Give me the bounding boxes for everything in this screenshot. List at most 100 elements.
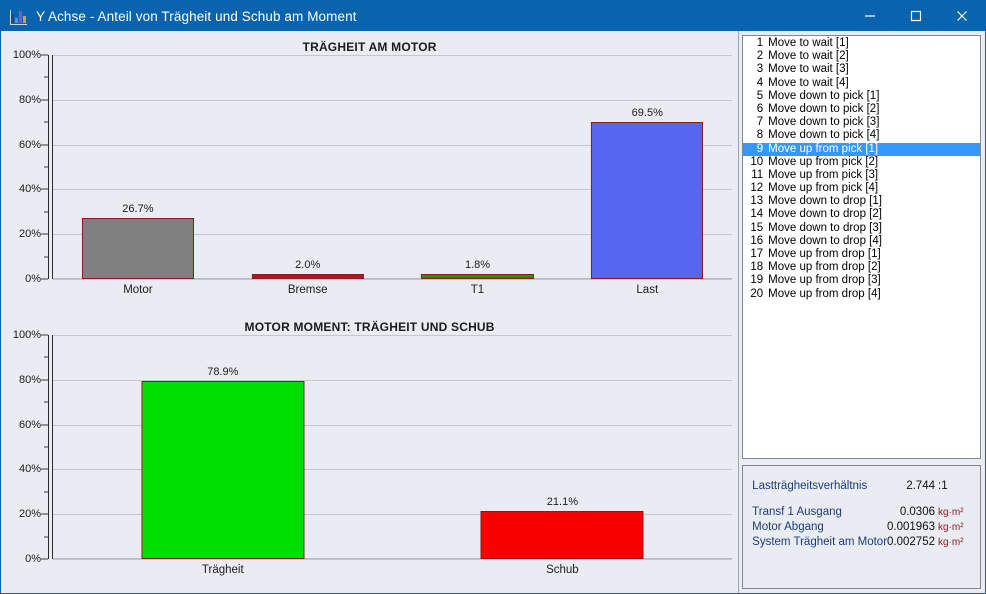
y-tick-label: 60% [18,418,41,431]
y-tick-major [41,188,48,190]
list-item-label: Move up from pick [4] [768,182,879,195]
gridline [53,335,733,336]
list-item[interactable]: 4 Move to wait [4] [743,77,980,90]
bar[interactable] [591,122,704,279]
bar-slot: 69.5% [562,55,732,279]
y-axis: 0% 20% 40% 60% 80% 100% [1,329,48,565]
info-row: Motor Abgang 0.001963 kg·m² [752,521,972,533]
side-pane: 1 Move to wait [1] 2 Move to wait [2] 3 Move … [739,31,985,593]
y-tick-label: 80% [18,373,41,386]
list-item[interactable]: 20 Move up from drop [4] [743,288,980,301]
x-axis-label: Trägheit [201,564,244,576]
y-tick-minor [44,76,48,78]
gridline [53,559,733,560]
y-axis-line-outer [48,55,49,279]
bar-chart-icon [10,7,28,25]
y-tick-minor [44,491,48,493]
bar[interactable] [480,510,644,559]
y-tick-major [41,334,48,336]
list-item[interactable]: 10 Move up from pick [2] [743,156,980,169]
list-item[interactable]: 19 Move up from drop [3] [743,274,980,287]
y-tick-major [41,468,48,470]
y-tick-major [41,558,48,560]
y-axis-line-inner [52,55,53,279]
gridline [53,55,733,56]
y-tick-major [41,379,48,381]
list-item-number: 2 [756,50,764,63]
list-item[interactable]: 3 Move to wait [3] [743,63,980,76]
plot-area: 78.9% 21.1% [53,335,733,560]
window-controls [847,1,985,31]
list-item[interactable]: 18 Move up from drop [2] [743,261,980,274]
minimize-button[interactable] [847,1,893,31]
bar[interactable] [421,273,534,279]
info-unit: kg·m² [938,522,964,533]
list-item[interactable]: 14 Move down to drop [2] [743,208,980,221]
y-tick-major [41,513,48,515]
window-title: Y Achse - Anteil von Trägheit und Schub … [36,8,357,24]
info-row: Lastträgheitsverhältnis 2.744:1 [752,480,972,492]
list-item[interactable]: 6 Move down to pick [2] [743,103,980,116]
list-item[interactable]: 16 Move down to drop [4] [743,235,980,248]
gridline [53,469,733,471]
plot-area: 26.7% 2.0% 1.8% 69.5% [53,55,733,280]
list-item-label: Move down to drop [3] [768,221,882,234]
list-item[interactable]: 11 Move up from pick [3] [743,169,980,182]
y-tick-minor [44,256,48,258]
list-item-number: 9 [756,142,764,155]
bar[interactable] [81,218,194,279]
bar-value-label: 2.0% [295,258,321,271]
list-item-label: Move down to drop [2] [768,208,882,221]
bar-slot: 26.7% [53,55,223,279]
info-value: 0.002752 [887,536,935,548]
baseline [53,558,733,559]
y-tick-major [41,54,48,56]
y-tick-major [41,424,48,426]
list-item[interactable]: 1 Move to wait [1] [743,37,980,50]
list-item-label: Move down to pick [2] [768,102,880,115]
list-item[interactable]: 17 Move up from drop [1] [743,248,980,261]
list-item-number: 10 [750,155,764,168]
list-item[interactable]: 8 Move down to pick [4] [743,129,980,142]
close-button[interactable] [939,1,985,31]
list-item[interactable]: 12 Move up from pick [4] [743,182,980,195]
info-row: System Trägheit am Motor 0.002752 kg·m² [752,536,972,548]
y-tick-label: 100% [12,329,41,341]
list-item-label: Move up from drop [2] [768,261,881,274]
list-item-number: 14 [750,208,764,221]
info-unit: :1 [938,480,948,492]
list-item-number: 1 [756,37,764,49]
x-axis-label: T1 [470,284,485,296]
bar-value-label: 78.9% [207,366,239,379]
y-tick-label: 60% [18,138,41,151]
list-item[interactable]: 9 Move up from pick [1] [743,142,980,156]
info-value: 0.0306 [899,506,935,518]
chart-traegheit-am-motor: TRÄGHEIT AM MOTOR 0% 20% 40% 60% 80% 100% 26.… [1,31,738,303]
list-item-label: Move down to drop [1] [768,195,882,208]
gridline [53,144,733,146]
y-axis-line-outer [48,335,49,559]
bar[interactable] [141,381,305,559]
list-item[interactable]: 5 Move down to pick [1] [743,90,980,103]
list-item[interactable]: 13 Move down to drop [1] [743,195,980,208]
x-axis-labels: Motor Bremse T1 Last [53,279,732,303]
list-item[interactable]: 15 Move down to drop [3] [743,222,980,235]
chart-title: TRÄGHEIT AM MOTOR [302,40,437,54]
gridline [53,99,733,101]
bar[interactable] [251,273,364,279]
y-axis: 0% 20% 40% 60% 80% 100% [1,49,48,285]
list-item-label: Move to wait [4] [768,76,849,89]
maximize-button[interactable] [893,1,939,31]
list-item-label: Move up from drop [4] [768,287,881,300]
list-item-label: Move down to pick [3] [768,116,880,129]
y-tick-label: 20% [18,228,41,241]
info-value: 0.001963 [887,521,935,533]
list-item-number: 3 [756,63,764,76]
list-item[interactable]: 7 Move down to pick [3] [743,116,980,129]
y-tick-label: 40% [18,463,41,476]
list-item[interactable]: 2 Move to wait [2] [743,50,980,63]
list-item-number: 7 [756,116,764,129]
list-item-number: 19 [750,274,764,287]
x-axis-label: Last [636,284,659,296]
move-list[interactable]: 1 Move to wait [1] 2 Move to wait [2] 3 Move … [742,35,981,459]
